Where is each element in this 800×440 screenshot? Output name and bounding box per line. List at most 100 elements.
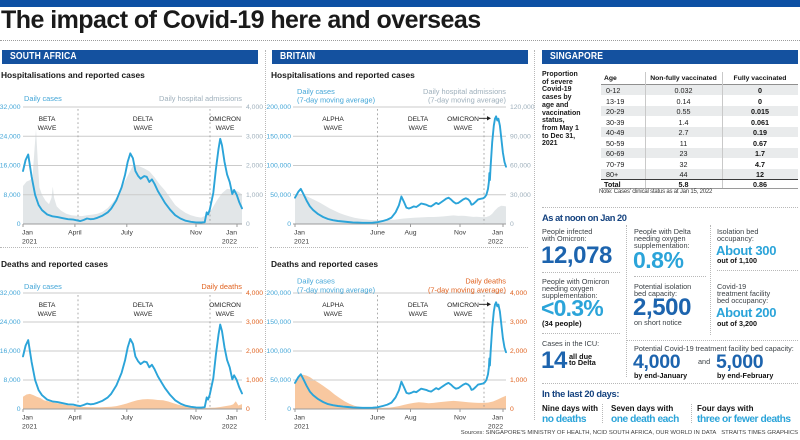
svg-text:WAVE: WAVE: [38, 311, 57, 318]
svg-text:(7-day moving average): (7-day moving average): [297, 286, 375, 295]
svg-text:0: 0: [510, 221, 514, 228]
svg-text:WAVE: WAVE: [454, 311, 473, 318]
svg-text:2,000: 2,000: [246, 163, 263, 170]
svg-text:200,000: 200,000: [266, 104, 291, 111]
svg-text:WAVE: WAVE: [216, 125, 235, 132]
svg-text:OMICRON: OMICRON: [209, 116, 241, 123]
svg-text:BETA: BETA: [39, 116, 56, 123]
svg-text:July: July: [121, 415, 134, 422]
svg-text:50,000: 50,000: [270, 192, 291, 199]
svg-text:0: 0: [287, 221, 291, 228]
svg-text:WAVE: WAVE: [454, 125, 473, 132]
svg-text:150,000: 150,000: [266, 133, 291, 140]
svg-text:0: 0: [510, 406, 514, 413]
svg-text:OMICRON: OMICRON: [447, 302, 479, 309]
svg-text:(7-day moving average): (7-day moving average): [297, 96, 375, 105]
svg-text:24,000: 24,000: [0, 133, 21, 140]
svg-text:Aug: Aug: [404, 415, 416, 422]
svg-text:WAVE: WAVE: [324, 311, 343, 318]
svg-text:32,000: 32,000: [0, 290, 21, 297]
svg-text:Nov: Nov: [190, 415, 203, 422]
svg-text:Daily hospital admissions: Daily hospital admissions: [423, 87, 506, 96]
svg-text:0: 0: [246, 221, 250, 228]
svg-text:4,000: 4,000: [246, 290, 263, 297]
svg-text:WAVE: WAVE: [216, 311, 235, 318]
svg-text:Nov: Nov: [454, 415, 467, 422]
svg-text:Daily cases: Daily cases: [24, 282, 62, 291]
svg-text:April: April: [68, 230, 82, 237]
svg-text:0: 0: [17, 406, 21, 413]
svg-text:Jan: Jan: [294, 230, 305, 237]
svg-text:Nov: Nov: [190, 230, 203, 237]
svg-text:ALPHA: ALPHA: [322, 116, 344, 123]
svg-text:July: July: [121, 230, 134, 237]
svg-text:DELTA: DELTA: [408, 116, 429, 123]
svg-text:2,000: 2,000: [246, 348, 263, 355]
svg-text:8,000: 8,000: [3, 377, 20, 384]
svg-text:3,000: 3,000: [246, 319, 263, 326]
svg-text:0: 0: [17, 221, 21, 228]
svg-text:8,000: 8,000: [3, 192, 20, 199]
svg-text:Jan: Jan: [492, 230, 503, 237]
svg-text:2,000: 2,000: [510, 348, 527, 355]
svg-text:120,000: 120,000: [510, 104, 535, 111]
svg-text:Daily cases: Daily cases: [24, 94, 62, 103]
svg-text:4,000: 4,000: [246, 104, 263, 111]
svg-text:2022: 2022: [488, 239, 503, 246]
svg-text:Daily deaths: Daily deaths: [201, 282, 242, 291]
svg-text:ALPHA: ALPHA: [322, 302, 344, 309]
svg-text:2021: 2021: [294, 424, 309, 431]
svg-text:Nov: Nov: [454, 230, 467, 237]
svg-text:2021: 2021: [294, 239, 309, 246]
svg-text:WAVE: WAVE: [134, 311, 153, 318]
svg-text:200,000: 200,000: [266, 290, 291, 297]
svg-text:1,000: 1,000: [510, 377, 527, 384]
svg-text:April: April: [68, 415, 82, 422]
svg-text:0: 0: [246, 406, 250, 413]
svg-text:(7-day moving average): (7-day moving average): [428, 286, 506, 295]
svg-text:(7-day moving average): (7-day moving average): [428, 96, 506, 105]
svg-text:30,000: 30,000: [510, 192, 531, 199]
svg-text:Jan: Jan: [226, 230, 237, 237]
svg-text:0: 0: [287, 406, 291, 413]
svg-text:1,000: 1,000: [246, 377, 263, 384]
svg-text:2021: 2021: [22, 239, 37, 246]
svg-text:24,000: 24,000: [0, 319, 21, 326]
svg-text:3,000: 3,000: [246, 133, 263, 140]
svg-text:32,000: 32,000: [0, 104, 21, 111]
svg-text:WAVE: WAVE: [409, 125, 428, 132]
svg-text:OMICRON: OMICRON: [209, 302, 241, 309]
svg-text:WAVE: WAVE: [38, 125, 57, 132]
svg-text:Jan: Jan: [492, 415, 503, 422]
svg-text:50,000: 50,000: [270, 377, 291, 384]
svg-text:3,000: 3,000: [510, 319, 527, 326]
svg-text:June: June: [370, 230, 385, 237]
svg-text:100,000: 100,000: [266, 163, 291, 170]
svg-text:Daily cases: Daily cases: [297, 277, 335, 286]
svg-text:WAVE: WAVE: [324, 125, 343, 132]
svg-text:WAVE: WAVE: [134, 125, 153, 132]
svg-text:90,000: 90,000: [510, 133, 531, 140]
svg-text:2022: 2022: [222, 424, 237, 431]
svg-text:WAVE: WAVE: [409, 311, 428, 318]
svg-text:DELTA: DELTA: [408, 302, 429, 309]
svg-text:16,000: 16,000: [0, 348, 21, 355]
svg-text:2022: 2022: [488, 424, 503, 431]
svg-text:Daily deaths: Daily deaths: [465, 277, 506, 286]
svg-text:Aug: Aug: [404, 230, 416, 237]
svg-text:1,000: 1,000: [246, 192, 263, 199]
svg-text:4,000: 4,000: [510, 290, 527, 297]
svg-text:Daily cases: Daily cases: [297, 87, 335, 96]
svg-text:DELTA: DELTA: [133, 116, 154, 123]
svg-text:Jan: Jan: [226, 415, 237, 422]
svg-text:100,000: 100,000: [266, 348, 291, 355]
svg-text:2021: 2021: [22, 424, 37, 431]
svg-text:60,000: 60,000: [510, 163, 531, 170]
svg-text:DELTA: DELTA: [133, 302, 154, 309]
svg-text:2022: 2022: [222, 239, 237, 246]
svg-text:150,000: 150,000: [266, 319, 291, 326]
svg-text:OMICRON: OMICRON: [447, 116, 479, 123]
svg-text:June: June: [370, 415, 385, 422]
svg-text:BETA: BETA: [39, 302, 56, 309]
svg-text:Daily hospital admissions: Daily hospital admissions: [159, 94, 242, 103]
